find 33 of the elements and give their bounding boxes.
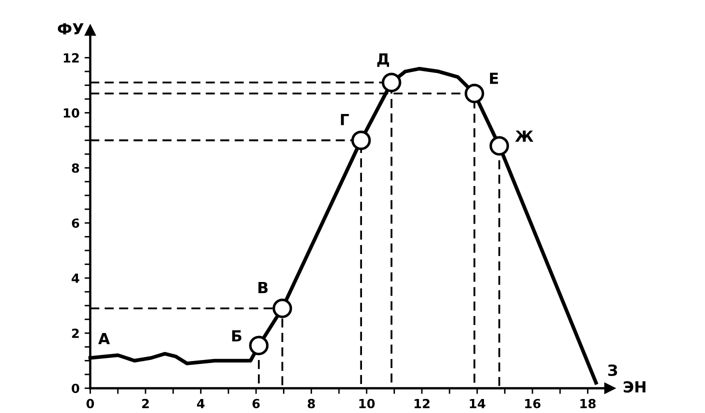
x-tick-label: 4 — [197, 399, 205, 408]
x-tick-label: 18 — [580, 398, 596, 408]
y-tick-label: 10 — [64, 108, 80, 118]
x-axis-title: ЭН — [624, 381, 646, 393]
y-axis-title: ФУ — [58, 23, 84, 34]
annotation: Д — [377, 53, 390, 67]
x-tick-label: 10 — [359, 398, 375, 408]
annotation: З — [608, 364, 618, 376]
x-tick-label: 0 — [86, 398, 94, 408]
x-tick-label: 8 — [308, 398, 315, 408]
y-tick-label: 2 — [72, 328, 79, 338]
annotation: Е — [490, 72, 498, 84]
annotation: А — [98, 332, 110, 344]
x-tick-label: 14 — [470, 399, 486, 408]
y-tick-label: 0 — [72, 384, 80, 394]
x-tick-label: 12 — [414, 398, 430, 408]
annotation: Г — [340, 114, 349, 126]
y-tick-label: 4 — [72, 274, 80, 283]
x-tick-label: 16 — [525, 398, 540, 408]
annotation: В — [258, 282, 268, 294]
point — [382, 72, 402, 92]
point — [272, 298, 292, 318]
y-tick-label: 8 — [72, 163, 80, 173]
point — [464, 84, 484, 104]
annotation: Б — [232, 330, 242, 342]
point — [351, 130, 371, 150]
x-tick-label: 6 — [252, 398, 260, 408]
y-tick-label: 12 — [64, 53, 79, 62]
annotation: Ж — [515, 130, 534, 142]
x-tick-label: 2 — [142, 398, 149, 408]
point — [249, 336, 269, 356]
y-tick-label: 6 — [72, 218, 80, 228]
point — [490, 136, 510, 156]
